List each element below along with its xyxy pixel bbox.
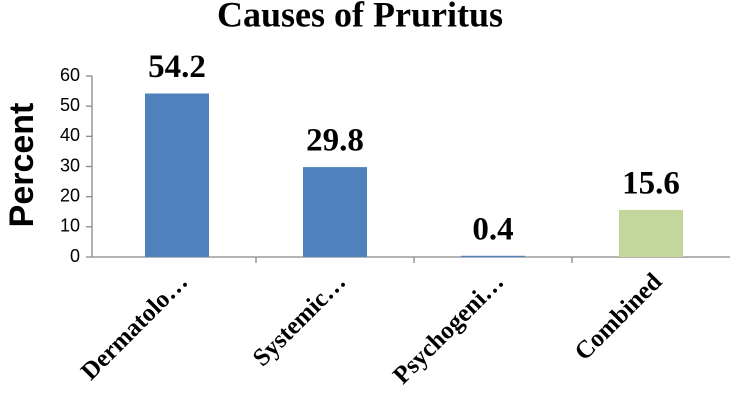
chart-title: Causes of Pruritus (217, 0, 503, 34)
y-tick-label: 10 (60, 216, 80, 236)
y-tick-label: 50 (60, 95, 80, 115)
data-label: 54.2 (148, 49, 206, 85)
x-tick-label: Combined (570, 268, 668, 366)
y-tick-label: 0 (70, 246, 80, 266)
bar (619, 209, 683, 257)
y-tick-label: 20 (60, 185, 80, 205)
bar (303, 167, 367, 257)
data-label: 0.4 (472, 211, 513, 247)
x-tick-label: Dermatolo… (76, 268, 193, 385)
bar (145, 93, 209, 257)
y-axis-label: Percent (3, 103, 41, 228)
y-tick-label: 30 (60, 155, 80, 175)
data-label: 29.8 (306, 123, 364, 159)
x-tick-label: Psychogeni… (388, 268, 509, 389)
y-tick-label: 60 (60, 65, 80, 85)
data-label: 15.6 (622, 166, 680, 202)
y-tick-label: 40 (60, 125, 80, 145)
bar (461, 255, 525, 257)
x-tick-label: Systemic… (248, 268, 352, 372)
